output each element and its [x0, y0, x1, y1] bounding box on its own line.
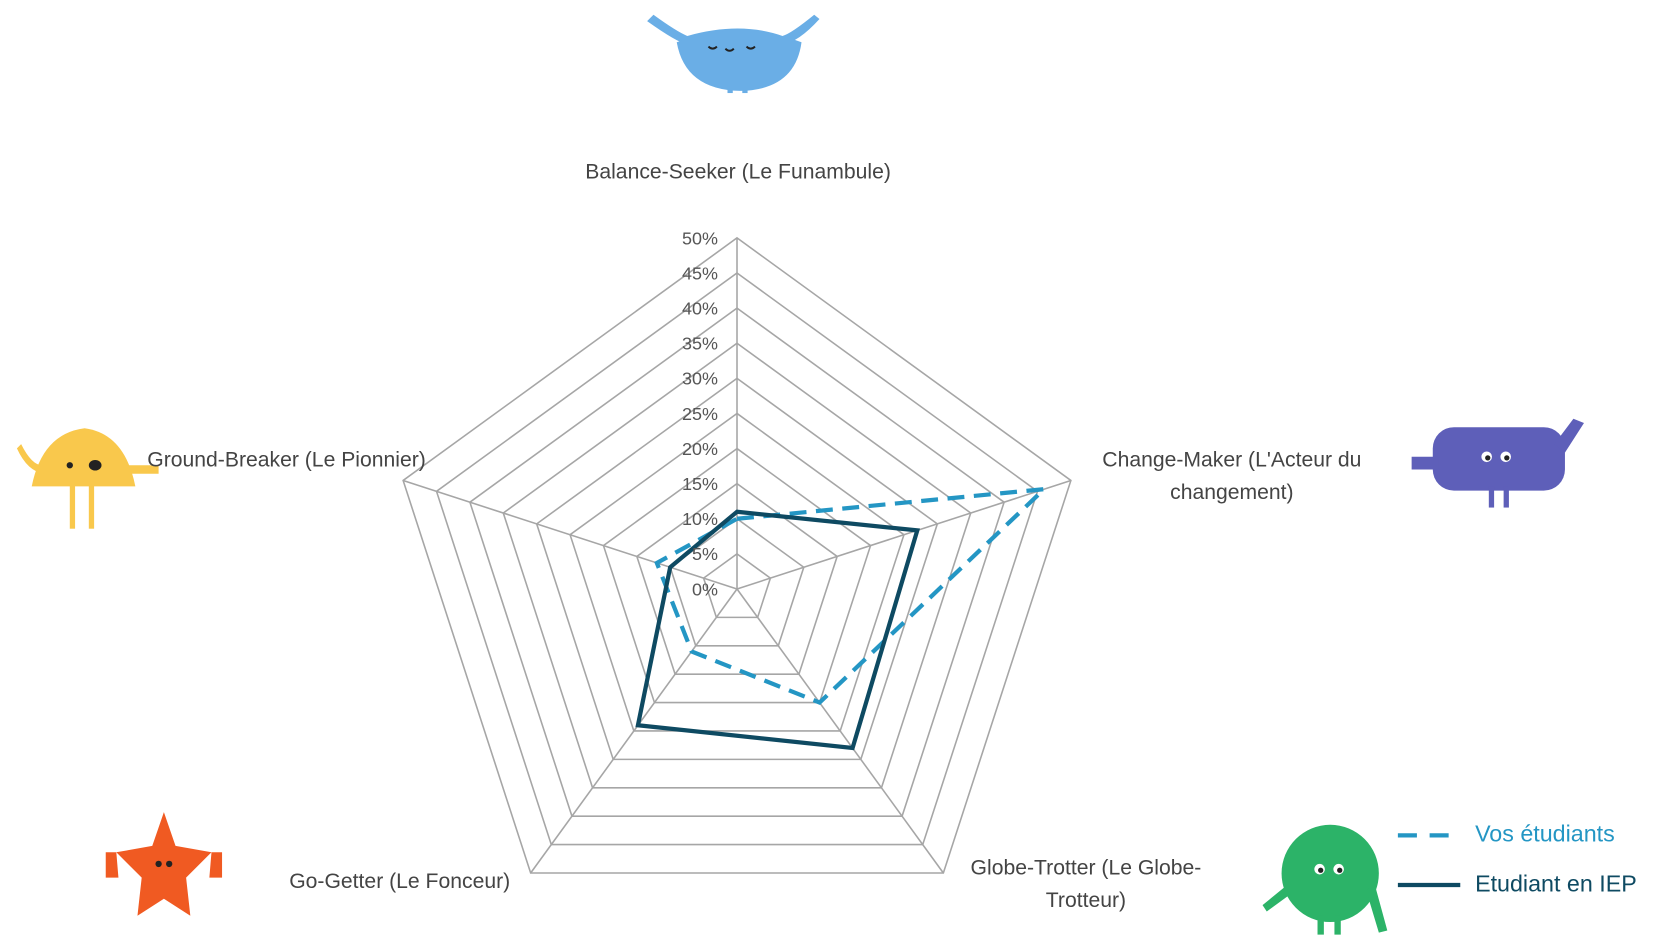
y-tick-label: 50% — [682, 228, 718, 248]
grid-ring — [435, 272, 1039, 846]
grid-ring — [502, 342, 972, 789]
y-tick-label: 0% — [692, 579, 718, 599]
grid-ring — [402, 236, 1072, 874]
mascot-blue — [647, 14, 820, 94]
y-tick-label: 40% — [682, 298, 718, 318]
mascot-green — [1262, 824, 1388, 935]
y-tick-label: 35% — [682, 334, 718, 354]
legend-label: Vos étudiants — [1475, 820, 1615, 847]
grid-ring — [569, 412, 905, 732]
y-tick-label: 45% — [682, 263, 718, 283]
category-label: Change-Maker (L'Acteur du changement) — [1102, 448, 1362, 505]
grid-ring — [535, 377, 939, 761]
mascot-orange — [105, 812, 223, 916]
y-tick-label: 30% — [682, 369, 718, 389]
y-tick-label: 20% — [682, 439, 718, 459]
mascot-yellow — [16, 428, 159, 529]
mascot-purple — [1411, 418, 1584, 508]
grid-ring — [702, 552, 772, 619]
category-label: Globe-Trotter (Le Globe-Trotteur) — [970, 856, 1202, 913]
grid-ring — [635, 482, 839, 675]
series-line — [635, 509, 921, 751]
category-label: Ground-Breaker (Le Pionnier) — [147, 448, 426, 472]
category-label: Go-Getter (Le Fonceur) — [289, 870, 511, 894]
grid-ring — [468, 307, 1006, 817]
legend-label: Etudiant en IEP — [1475, 870, 1637, 897]
y-tick-label: 15% — [682, 474, 718, 494]
grid-ring — [602, 447, 872, 704]
y-tick-label: 5% — [692, 544, 718, 564]
category-label: Balance-Seeker (Le Funambule) — [585, 160, 891, 184]
y-tick-label: 10% — [682, 509, 718, 529]
y-tick-label: 25% — [682, 404, 718, 424]
